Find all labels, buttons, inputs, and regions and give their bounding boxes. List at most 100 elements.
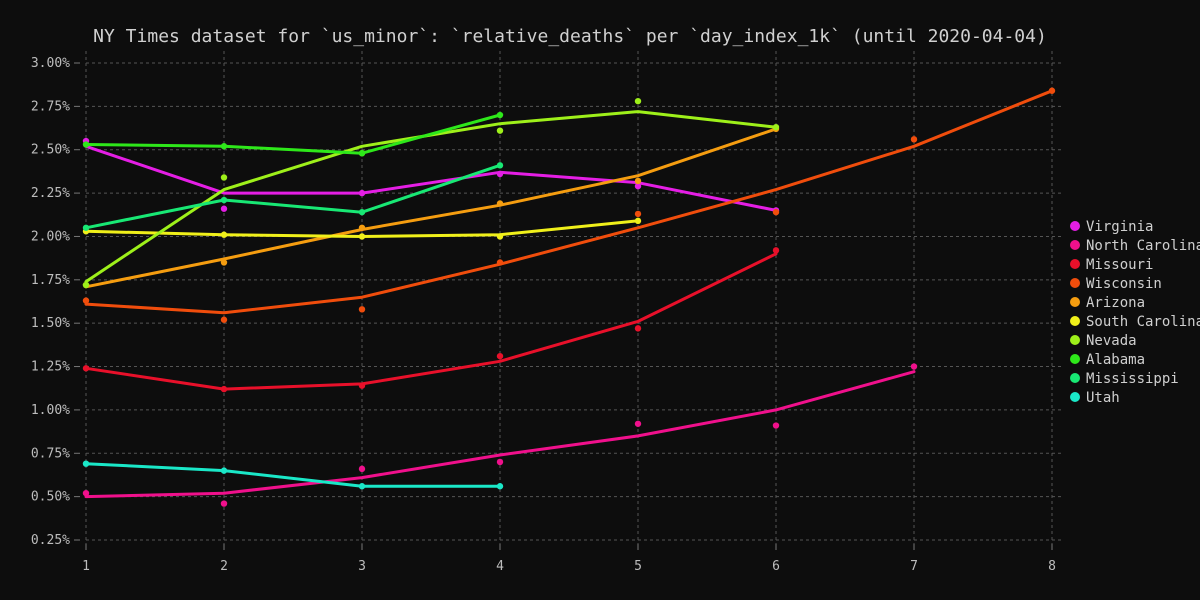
data-point [358, 382, 366, 389]
y-tick-label: 1.75% [31, 273, 70, 288]
data-point [220, 205, 228, 212]
legend-label: South Carolina [1086, 314, 1200, 330]
x-tick-label: 5 [634, 559, 642, 574]
y-tick-label: 3.00% [31, 56, 70, 71]
data-point [634, 177, 642, 185]
data-point [634, 182, 642, 190]
data-point [496, 127, 504, 134]
data-point [772, 208, 780, 216]
data-point [496, 458, 504, 466]
legend-marker [1070, 335, 1080, 345]
series-utah [82, 460, 504, 490]
legend-marker [1070, 297, 1080, 307]
y-tick-label: 1.25% [31, 360, 70, 375]
legend-marker [1070, 259, 1080, 269]
series-missouri [82, 247, 780, 393]
legend-label: Nevada [1086, 333, 1137, 349]
data-point [220, 500, 228, 507]
x-tick-label: 8 [1048, 559, 1056, 574]
data-point [496, 352, 504, 360]
legend-label: Missouri [1086, 257, 1153, 273]
y-tick-label: 1.50% [31, 316, 70, 331]
data-point [358, 224, 366, 231]
legend-marker [1070, 373, 1080, 383]
legend-label: Utah [1086, 390, 1120, 406]
data-point [220, 467, 228, 474]
data-point [496, 483, 504, 490]
y-tick-label: 1.00% [31, 403, 70, 418]
y-tick-label: 2.75% [31, 99, 70, 114]
data-point [220, 385, 228, 393]
data-point [634, 97, 642, 105]
y-tick-label: 2.50% [31, 143, 70, 158]
x-tick-label: 2 [220, 559, 228, 574]
series-line [84, 113, 502, 155]
series-line [84, 127, 778, 289]
chart-title: NY Times dataset for `us_minor`: `relati… [93, 26, 1047, 47]
data-point [910, 136, 918, 143]
series-alabama [82, 111, 504, 157]
data-point [358, 189, 366, 197]
data-point [82, 489, 90, 497]
data-point [358, 465, 366, 473]
series-line [84, 462, 502, 488]
data-point [82, 460, 90, 467]
legend: Virginia North Carolina Missouri Wisconsin A… [1070, 219, 1200, 406]
y-tick-label: 0.50% [31, 490, 70, 505]
data-point [82, 224, 90, 231]
data-point [1048, 87, 1056, 94]
data-point [634, 217, 642, 225]
data-point [910, 363, 918, 370]
data-point [496, 200, 504, 207]
axes: 0.25% 0.50% 0.75% 1.00% 1.25% 1.50% 1.75% 2.00%… [31, 56, 1056, 574]
grid [85, 51, 1064, 544]
legend-marker [1070, 221, 1080, 231]
series-north-carolina [82, 363, 918, 507]
legend-label: Alabama [1086, 352, 1145, 368]
data-point [496, 111, 504, 119]
legend-marker [1070, 278, 1080, 288]
data-point [82, 365, 90, 372]
y-tick-label: 0.75% [31, 446, 70, 461]
data-point [496, 259, 504, 266]
legend-marker [1070, 354, 1080, 364]
data-point [358, 208, 366, 216]
x-tick-label: 6 [772, 559, 780, 574]
data-point [496, 170, 504, 178]
series-line [84, 370, 916, 499]
data-point [496, 233, 504, 240]
data-point [220, 196, 228, 204]
legend-label: Mississippi [1086, 371, 1179, 387]
data-point [220, 143, 228, 150]
data-point [772, 247, 780, 254]
series-virginia [82, 137, 780, 214]
legend-label: Wisconsin [1086, 276, 1162, 292]
data-point [634, 325, 642, 332]
legend-label: North Carolina [1086, 238, 1200, 254]
data-point [358, 306, 366, 313]
x-tick-label: 7 [910, 559, 918, 574]
data-point [634, 420, 642, 427]
data-point [82, 281, 90, 289]
series-mississippi [82, 162, 504, 231]
data-point [772, 123, 780, 131]
series-line [84, 144, 778, 212]
legend-marker [1070, 240, 1080, 250]
data-point [634, 210, 642, 218]
x-tick-label: 1 [82, 559, 90, 574]
y-tick-label: 2.25% [31, 186, 70, 201]
y-tick-label: 2.00% [31, 229, 70, 244]
series-wisconsin [82, 87, 1056, 323]
series-line [84, 163, 502, 230]
legend-marker [1070, 392, 1080, 402]
data-point [82, 141, 90, 148]
data-point [496, 162, 504, 169]
data-point [220, 259, 228, 266]
series-layer [82, 87, 1056, 507]
data-point [220, 316, 228, 323]
data-point [358, 149, 366, 157]
series-line [84, 110, 778, 284]
data-point [358, 483, 366, 490]
series-line [84, 252, 778, 391]
